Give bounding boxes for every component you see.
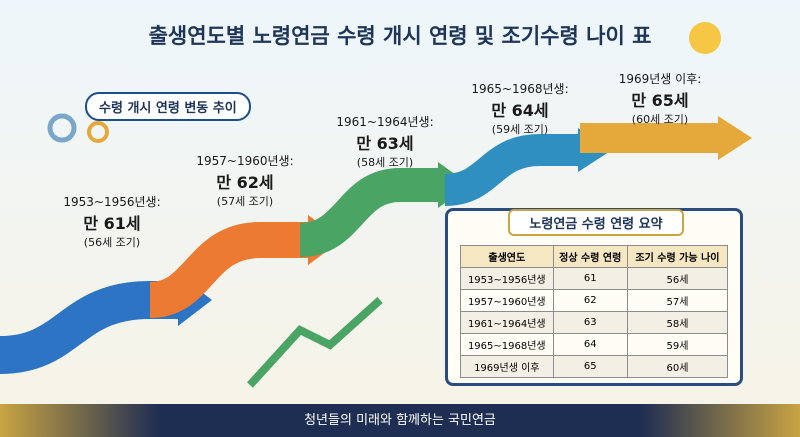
sun — [689, 22, 721, 54]
cell: 1969년생 이후 — [460, 355, 554, 378]
age: 만 62세 — [216, 173, 274, 192]
footer: 청년들의 미래와 함께하는 국민연금 — [0, 404, 800, 437]
cohort: 1957~1960년생: — [196, 154, 294, 168]
cell: 1953~1956년생 — [460, 267, 554, 290]
gear — [87, 121, 109, 143]
cell: 59세 — [626, 333, 729, 356]
step: 1961~1964년생: 만 63세 (58세 조기) — [315, 113, 455, 170]
gear — [47, 113, 77, 143]
early-age: (57세 조기) — [216, 195, 274, 208]
trend-label: 수령 개시 연령 변동 추이 — [85, 92, 251, 121]
arrow-head — [718, 116, 752, 160]
age: 만 61세 — [83, 214, 141, 233]
header-cell: 출생연도 — [460, 245, 554, 268]
early-age: (58세 조기) — [356, 156, 414, 169]
arrow-green — [298, 168, 440, 257]
arrow-teal — [443, 134, 580, 206]
cohort: 1969년생 이후: — [618, 72, 702, 86]
header-cell: 정상 수령 연령 — [552, 245, 628, 268]
arrow-blue — [0, 281, 180, 374]
cell: 56세 — [626, 267, 729, 290]
title: 출생연도별 노령연금 수령 개시 연령 및 조기수령 나이 표 — [148, 24, 652, 48]
summary-card: 노령연금 수령 연령 요약 출생연도 정상 수령 연령 조기 수령 가능 나이 … — [445, 208, 743, 386]
table-title: 노령연금 수령 연령 요약 — [508, 209, 684, 236]
cohort: 1965~1968년생: — [471, 82, 569, 96]
cell: 65 — [552, 355, 628, 378]
growth-line — [247, 297, 383, 388]
cell: 1957~1960년생 — [460, 289, 554, 312]
cell: 61 — [552, 267, 628, 290]
early-age: (56세 조기) — [83, 236, 141, 249]
cell: 58세 — [626, 311, 729, 334]
age: 만 64세 — [491, 101, 549, 120]
header-cell: 조기 수령 가능 나이 — [626, 245, 729, 268]
step: 1969년생 이후: 만 65세 (60세 조기) — [590, 70, 730, 127]
cell: 63 — [552, 311, 628, 334]
cell: 1965~1968년생 — [460, 333, 554, 356]
cell: 57세 — [626, 289, 729, 312]
cell: 60세 — [626, 355, 729, 378]
age: 만 63세 — [356, 134, 414, 153]
early-age: (59세 조기) — [491, 123, 549, 136]
cell: 62 — [552, 289, 628, 312]
cell: 64 — [552, 333, 628, 356]
arrow-orange — [148, 222, 310, 318]
summary-table: 출생연도 정상 수령 연령 조기 수령 가능 나이 1953~1956년생 61 5… — [460, 245, 729, 378]
step: 1965~1968년생: 만 64세 (59세 조기) — [450, 80, 590, 137]
cell: 1961~1964년생 — [460, 311, 554, 334]
step: 1957~1960년생: 만 62세 (57세 조기) — [175, 152, 315, 209]
cohort: 1953~1956년생: — [63, 195, 161, 209]
age: 만 65세 — [631, 91, 689, 110]
early-age: (60세 조기) — [631, 113, 689, 126]
cohort: 1961~1964년생: — [336, 115, 434, 129]
step: 1953~1956년생: 만 61세 (56세 조기) — [42, 193, 182, 250]
